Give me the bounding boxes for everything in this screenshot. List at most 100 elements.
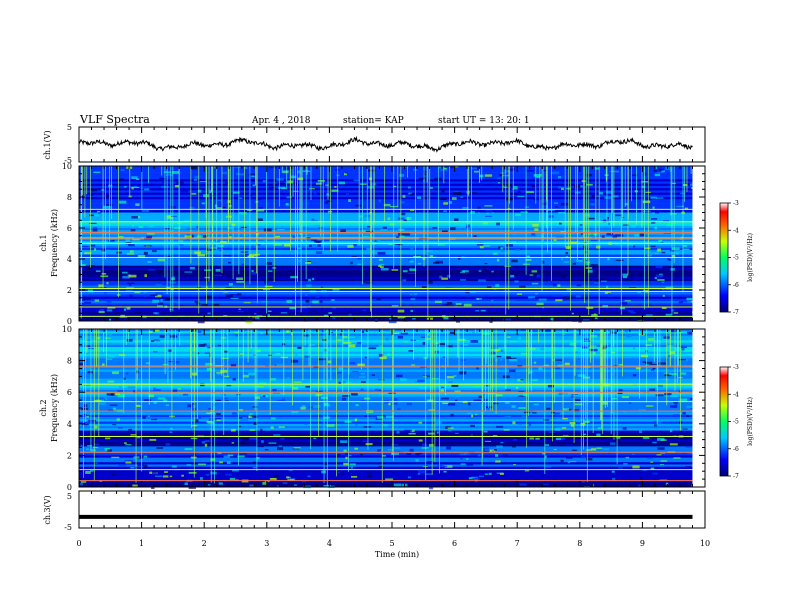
spectrogram-cell: [555, 428, 561, 431]
spectrogram-row: [79, 312, 693, 315]
spectrogram-row: [79, 374, 693, 377]
spectrogram-cell: [363, 426, 372, 428]
x-tick-label: 3: [264, 539, 269, 548]
spectrogram-cell: [168, 281, 176, 284]
spectrogram-cell: [170, 215, 177, 218]
spectrogram-cell: [442, 402, 449, 405]
spectrogram-cell: [556, 418, 561, 421]
spectrogram-cell: [351, 475, 358, 478]
spectrogram-cell: [81, 245, 89, 247]
spectrogram-cell: [409, 260, 414, 263]
spectrogram-cell: [217, 244, 224, 248]
spectrogram-cell: [273, 353, 281, 355]
spectrogram-cell: [567, 461, 571, 464]
spectrogram-cell: [376, 298, 381, 301]
spectrogram-cell: [293, 446, 301, 449]
spectrogram-cell: [396, 229, 400, 233]
spectrogram-cell: [393, 483, 402, 487]
spectrogram-cell: [543, 170, 548, 172]
spectrogram-cell: [290, 276, 298, 279]
spectrogram-cell: [344, 382, 352, 385]
spectrogram-cell: [459, 453, 467, 456]
spectrogram-cell: [402, 194, 406, 198]
spectrogram-cell: [602, 305, 609, 308]
spectrogram-cell: [222, 171, 228, 175]
spectrogram-cell: [178, 467, 183, 469]
spectrogram-cell: [492, 312, 499, 314]
spectrogram-cell: [520, 379, 524, 381]
spectrogram-cell: [603, 219, 607, 223]
spectrogram-cell: [454, 218, 459, 221]
spectrogram-row: [79, 448, 693, 452]
spectrogram-cell: [594, 167, 600, 170]
spectrogram-cell: [378, 199, 381, 203]
spectrogram-cell: [340, 440, 348, 443]
spectrogram-cell: [315, 296, 320, 298]
colorbar-tick-label: -3: [733, 200, 739, 207]
spectrogram-cell: [303, 312, 308, 314]
spectrogram-cell: [249, 437, 257, 440]
spectrogram-cell: [228, 276, 236, 279]
spectrogram-cell: [502, 454, 509, 456]
spectrogram-cell: [457, 270, 463, 272]
spectrogram-cell: [352, 370, 359, 373]
spectrogram-cell: [239, 197, 243, 199]
spectrogram-cell: [141, 209, 150, 213]
spectrogram-cell: [553, 448, 557, 451]
spectrogram-cell: [230, 363, 237, 367]
spectrogram-cell: [645, 344, 652, 347]
spectrogram-cell: [270, 426, 274, 430]
spectrogram-row: [79, 309, 693, 313]
spectrogram-cell: [245, 320, 252, 324]
spectrogram-cell: [308, 188, 315, 190]
spectrogram-cell: [580, 185, 583, 188]
spectrogram-cell: [560, 202, 569, 206]
spectrogram-row: [79, 190, 693, 193]
spectrogram-cell: [563, 261, 570, 263]
spectrogram-cell: [551, 171, 560, 175]
spectrogram-cell: [448, 200, 452, 204]
spectrogram-cell: [143, 464, 148, 468]
spectrogram-cell: [297, 259, 302, 263]
spectrogram-cell: [104, 241, 110, 243]
spectrogram-row: [79, 367, 693, 370]
spectrogram-cell: [671, 247, 680, 251]
spectrogram-cell: [428, 250, 433, 252]
spectrogram-cell: [380, 266, 384, 268]
spectrogram-cell: [344, 172, 347, 176]
spectrogram-cell: [503, 429, 510, 431]
spectrogram-cell: [290, 175, 297, 179]
spectrogram-cell: [236, 269, 241, 272]
spectrogram-cell: [612, 234, 618, 238]
spectrogram-cell: [488, 472, 492, 475]
spectrogram-cell: [440, 389, 445, 392]
spectrogram-cell: [280, 437, 285, 440]
spectrogram-cell: [124, 482, 131, 485]
spectrogram-cell: [410, 298, 416, 301]
spectrogram-cell: [239, 441, 247, 444]
spectrogram-cell: [446, 301, 453, 305]
spectrogram-row: [79, 408, 693, 411]
spectrogram-cell: [655, 274, 663, 278]
spectrogram-cell: [517, 225, 521, 227]
spectrogram-cell: [466, 464, 474, 466]
spectrogram-cell: [661, 288, 665, 290]
spectrogram-cell: [512, 233, 517, 236]
spectrogram-cell: [214, 419, 221, 421]
spectrogram-cell: [462, 206, 469, 210]
spectrogram-cell: [267, 270, 273, 272]
spectrogram-cell: [320, 306, 324, 310]
spectrogram-cell: [214, 481, 218, 483]
spectrogram-cell: [187, 404, 193, 408]
spectrogram-cell: [471, 167, 478, 170]
spectrogram-cell: [680, 236, 684, 240]
spectrogram-cell: [178, 244, 184, 246]
spectrogram-cell: [192, 403, 196, 405]
spectrogram-cell: [252, 467, 257, 469]
spectrogram-row: [79, 439, 693, 443]
spectrogram-cell: [327, 210, 333, 214]
spectrogram-cell: [214, 204, 218, 208]
spectrogram-cell: [600, 280, 607, 282]
spectrogram-cell: [531, 270, 537, 273]
spectrogram-cell: [667, 257, 670, 261]
